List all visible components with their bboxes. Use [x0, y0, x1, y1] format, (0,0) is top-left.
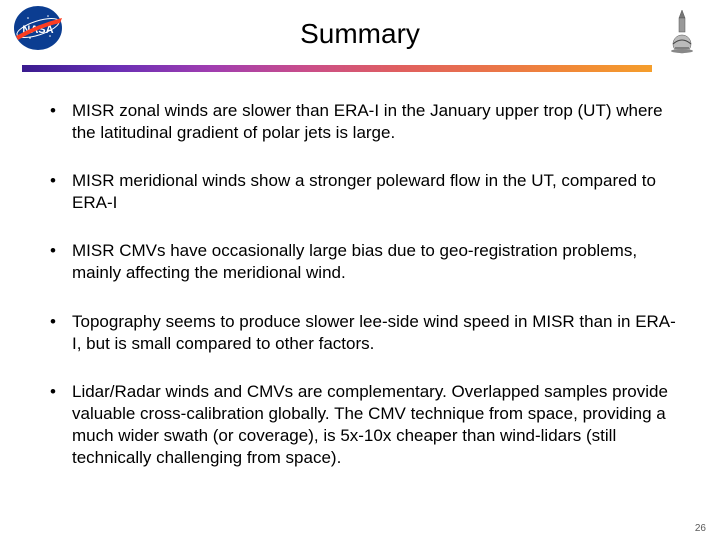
bullet-text: Topography seems to produce slower lee-s… [72, 312, 676, 353]
bullet-list: MISR zonal winds are slower than ERA-I i… [40, 100, 680, 469]
bullet-text: Lidar/Radar winds and CMVs are complemen… [72, 382, 668, 467]
bullet-text: MISR zonal winds are slower than ERA-I i… [72, 101, 663, 142]
list-item: MISR CMVs have occasionally large bias d… [40, 240, 680, 284]
list-item: MISR meridional winds show a stronger po… [40, 170, 680, 214]
slide-title: Summary [0, 18, 720, 50]
header-rule [22, 65, 652, 72]
list-item: Topography seems to produce slower lee-s… [40, 311, 680, 355]
slide-header: NASA Summary [0, 0, 720, 72]
list-item: Lidar/Radar winds and CMVs are complemen… [40, 381, 680, 469]
page-number: 26 [695, 523, 706, 534]
slide-content: MISR zonal winds are slower than ERA-I i… [0, 100, 720, 495]
bullet-text: MISR CMVs have occasionally large bias d… [72, 241, 637, 282]
bullet-text: MISR meridional winds show a stronger po… [72, 171, 656, 212]
list-item: MISR zonal winds are slower than ERA-I i… [40, 100, 680, 144]
